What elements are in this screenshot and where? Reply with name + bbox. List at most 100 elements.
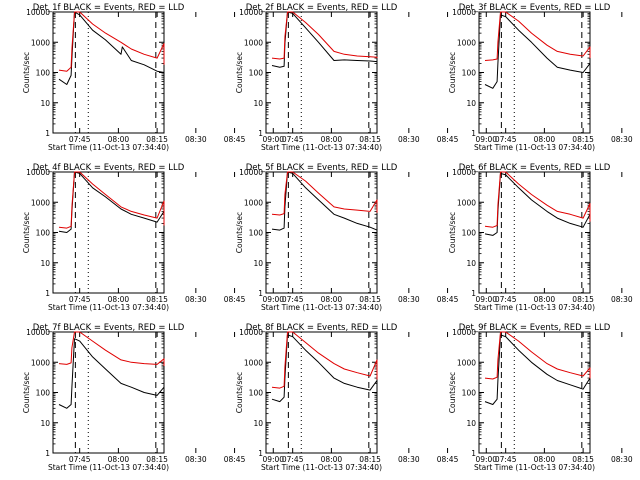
events-series-line	[58, 338, 165, 409]
detector-panel: Det_4f BLACK = Events, RED = LLD 1 10 100 10…	[22, 163, 284, 312]
lld-series-line	[58, 11, 165, 72]
x-axis-label: Start Time (11-Oct-13 07:34:40)	[474, 143, 595, 152]
y-tick-label: 10	[40, 419, 50, 428]
y-tick-label: 10	[253, 99, 263, 108]
detector-panel: Det_5f BLACK = Events, RED = LLD11010010…	[235, 163, 497, 312]
detector-panel: Det_1f BLACK = Events, RED = LLD11010010…	[22, 3, 284, 152]
y-tick-label: 10000	[26, 8, 50, 17]
y-tick-label: 100	[36, 69, 51, 78]
x-tick-label: 08:45	[224, 135, 246, 144]
y-tick-label: 100	[462, 69, 477, 78]
x-tick-label: 07:45	[282, 135, 304, 144]
x-tick-label: 07:45	[69, 295, 91, 304]
x-tick-label: 08:15	[146, 135, 168, 144]
x-tick-label: 08:00	[108, 135, 130, 144]
panel-title: Det_6f BLACK = Events, RED = LLD	[459, 163, 611, 173]
y-tick-label: 1000	[244, 38, 263, 47]
y-tick-label: 1000	[244, 358, 263, 367]
x-tick-label: 08:00	[534, 295, 556, 304]
y-tick-label: 1	[45, 129, 50, 138]
x-tick-label: 08:00	[321, 295, 343, 304]
x-tick-label: 08:30	[185, 295, 207, 304]
y-tick-label: 100	[36, 389, 51, 398]
y-tick-label: 100	[249, 69, 264, 78]
panel-title: Det_5f BLACK = Events, RED = LLD	[246, 163, 398, 173]
x-tick-label: 08:30	[611, 295, 633, 304]
x-tick-label: 09:00	[475, 135, 497, 144]
y-tick-label: 100	[462, 389, 477, 398]
y-tick-label: 10	[466, 259, 476, 268]
x-tick-label: 08:45	[437, 135, 459, 144]
y-tick-label: 10	[466, 419, 476, 428]
y-tick-label: 1000	[31, 38, 50, 47]
x-tick-label: 07:45	[282, 295, 304, 304]
x-tick-label: 07:45	[69, 455, 91, 464]
y-axis-label: Counts/sec	[448, 212, 457, 253]
events-series-line	[271, 334, 378, 403]
x-tick-label: 08:45	[437, 295, 459, 304]
x-tick-label: 08:30	[185, 455, 207, 464]
x-tick-label: 09:00	[475, 455, 497, 464]
detector-panel: Det_3f BLACK = Events, RED = LLD 1 10 100 10…	[448, 3, 633, 152]
events-series-line	[484, 334, 591, 405]
y-tick-label: 10	[40, 99, 50, 108]
y-tick-label: 10	[466, 99, 476, 108]
y-tick-label: 100	[249, 229, 264, 238]
x-tick-label: 09:00	[262, 295, 284, 304]
x-tick-label: 08:45	[224, 455, 246, 464]
lld-series-line	[271, 11, 378, 60]
events-series-line	[271, 171, 378, 234]
panel-title: Det_4f BLACK = Events, RED = LLD	[33, 163, 185, 173]
y-tick-label: 10000	[452, 8, 476, 17]
y-tick-label: 100	[249, 389, 264, 398]
x-tick-label: 07:45	[495, 455, 517, 464]
y-axis-label: Counts/sec	[448, 372, 457, 413]
x-tick-label: 09:00	[475, 295, 497, 304]
x-axis-label: Start Time (11-Oct-13 07:34:40)	[48, 303, 169, 312]
detector-panel: Det_6f BLACK = Events, RED = LLD 1 10 100 10…	[448, 163, 633, 312]
y-tick-label: 1	[471, 129, 476, 138]
x-tick-label: 08:15	[146, 455, 168, 464]
x-tick-label: 08:30	[611, 135, 633, 144]
x-axis-label: Start Time (11-Oct-13 07:34:40)	[261, 143, 382, 152]
y-tick-label: 1	[258, 449, 263, 458]
plot-frame	[478, 331, 591, 454]
events-series-line	[484, 172, 591, 236]
panel-title: Det_7f BLACK = Events, RED = LLD	[33, 323, 185, 333]
y-axis-label: Counts/sec	[235, 372, 244, 413]
x-tick-label: 08:00	[534, 135, 556, 144]
plot-frame	[52, 11, 165, 134]
y-tick-label: 1	[471, 449, 476, 458]
events-series-line	[58, 11, 165, 85]
y-axis-label: Counts/sec	[22, 372, 31, 413]
x-tick-label: 08:30	[185, 135, 207, 144]
y-tick-label: 10	[253, 259, 263, 268]
x-tick-label: 08:00	[108, 455, 130, 464]
x-tick-label: 08:15	[146, 295, 168, 304]
y-tick-label: 100	[462, 229, 477, 238]
plot-frame	[265, 331, 378, 454]
x-tick-label: 08:45	[437, 455, 459, 464]
x-tick-label: 08:00	[321, 455, 343, 464]
panel-title: Det_8f BLACK = Events, RED = LLD	[246, 323, 398, 333]
y-axis-label: Counts/sec	[22, 212, 31, 253]
x-axis-label: Start Time (11-Oct-13 07:34:40)	[261, 303, 382, 312]
detector-panel: Det_7f BLACK = Events, RED = LLD 1 10 100 10…	[22, 323, 284, 472]
y-tick-label: 1	[45, 289, 50, 298]
plot-frame	[265, 11, 378, 134]
y-tick-label: 10000	[239, 328, 263, 337]
x-tick-label: 07:45	[69, 135, 91, 144]
x-tick-label: 08:30	[398, 455, 420, 464]
y-tick-label: 10000	[239, 168, 263, 177]
y-tick-label: 10000	[26, 328, 50, 337]
events-series-line	[271, 11, 378, 68]
x-tick-label: 08:00	[534, 455, 556, 464]
lld-series-line	[271, 171, 378, 216]
x-axis-label: Start Time (11-Oct-13 07:34:40)	[48, 463, 169, 472]
x-tick-label: 08:15	[572, 295, 594, 304]
y-tick-label: 1000	[31, 198, 50, 207]
plot-frame	[52, 171, 165, 294]
lld-series-line	[484, 11, 591, 61]
x-tick-label: 08:30	[611, 455, 633, 464]
events-series-line	[484, 14, 591, 89]
